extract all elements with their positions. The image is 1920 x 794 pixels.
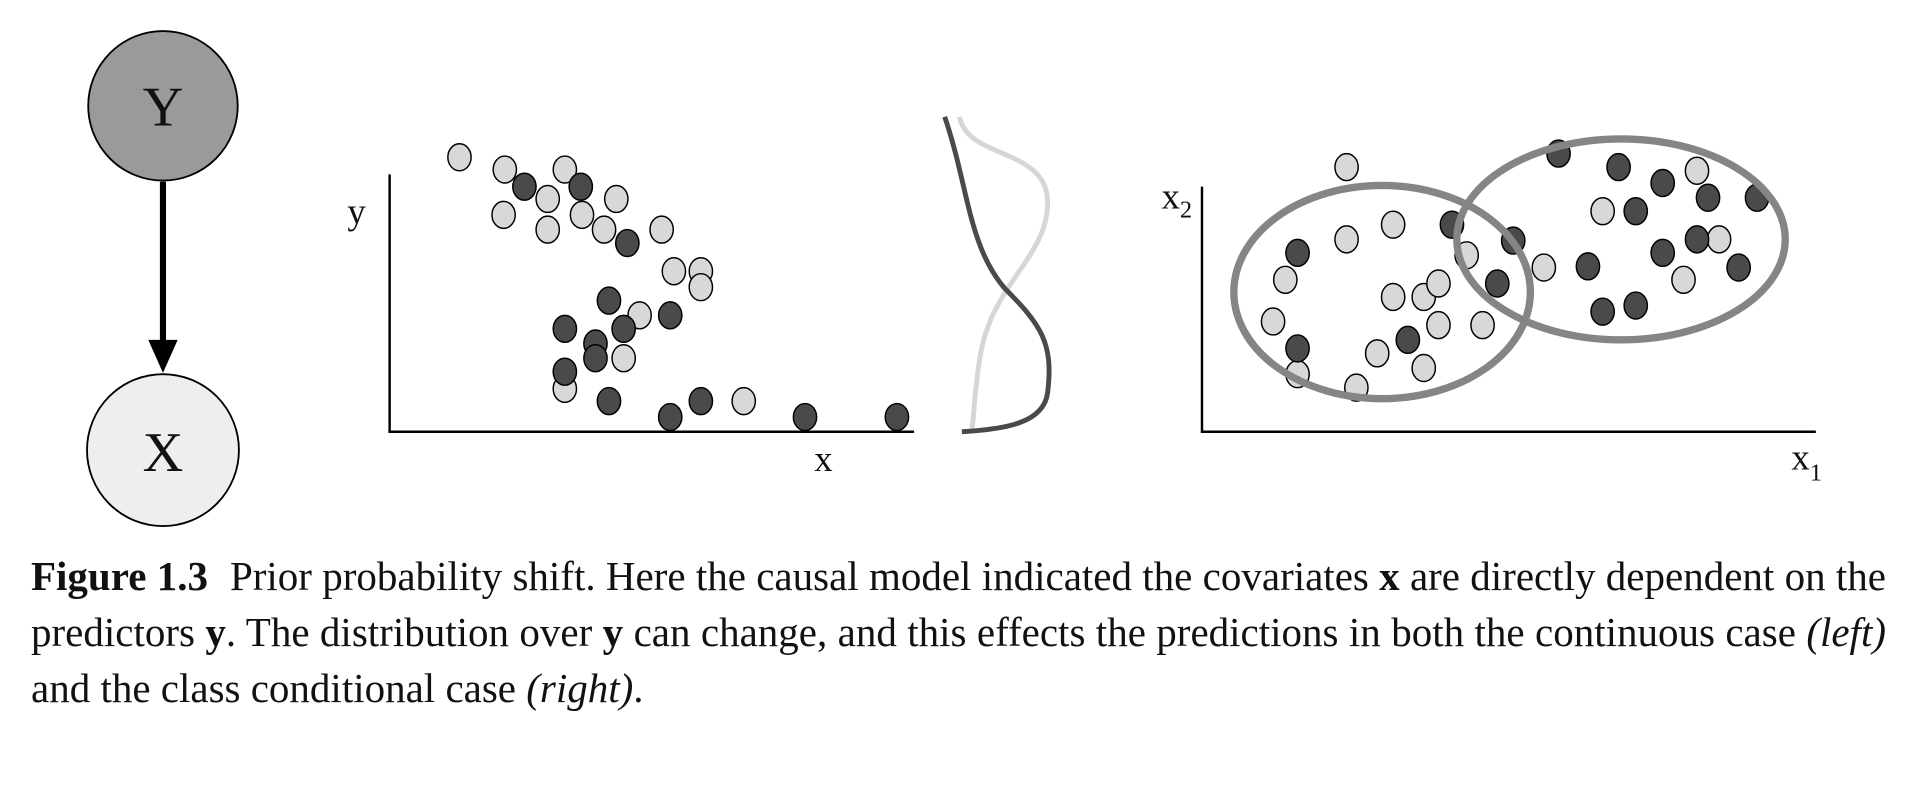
caption-text: . The distribution over xyxy=(225,609,603,655)
light-point xyxy=(1334,152,1359,182)
dark-point xyxy=(1484,269,1510,298)
axis-label-subscript: 1 xyxy=(1810,460,1822,487)
light-point xyxy=(688,272,714,302)
dark-point xyxy=(1695,183,1721,212)
axis-label: x1 xyxy=(1791,437,1822,487)
light-point xyxy=(661,257,687,286)
dark-point xyxy=(512,172,537,201)
dark-point xyxy=(1285,334,1310,363)
node-x xyxy=(86,373,240,528)
dark-point xyxy=(611,314,637,344)
dark-point xyxy=(884,402,910,432)
dark-point xyxy=(552,314,578,344)
light-point xyxy=(535,215,561,244)
caption-text: Prior probability shift. Here the causal… xyxy=(229,553,1380,599)
dark-point xyxy=(1395,325,1421,355)
light-point xyxy=(1426,269,1451,298)
dark-point xyxy=(1575,252,1601,281)
light-point xyxy=(1364,339,1390,368)
light-point xyxy=(1411,353,1437,383)
dark-point xyxy=(583,344,608,373)
node-y xyxy=(87,30,239,182)
caption-text: can change, and this effects the predict… xyxy=(623,609,1807,655)
dark-point xyxy=(688,386,714,416)
density-curve xyxy=(942,116,1052,435)
light-point xyxy=(1684,156,1710,185)
light-point xyxy=(1334,225,1359,254)
light-point xyxy=(591,215,617,244)
light-point xyxy=(603,184,629,214)
caption-text: (right) xyxy=(526,665,634,711)
axes xyxy=(1200,186,1816,433)
caption-text: x xyxy=(1379,553,1400,599)
light-point xyxy=(1671,265,1696,295)
dark-point xyxy=(657,301,683,330)
dark-point xyxy=(1650,168,1676,198)
axes xyxy=(388,174,915,433)
light-point xyxy=(1260,307,1286,336)
axis-label-subscript: 2 xyxy=(1180,196,1192,223)
density-curve xyxy=(956,116,1051,433)
light-point xyxy=(1470,310,1495,340)
dark-point xyxy=(1606,152,1631,182)
light-point xyxy=(649,215,675,244)
light-point xyxy=(1380,210,1406,239)
light-point xyxy=(1272,265,1298,295)
class-ellipse xyxy=(1453,135,1789,344)
caption-text: . xyxy=(633,665,644,711)
node-label: X xyxy=(143,422,184,484)
light-point xyxy=(611,344,637,373)
light-point xyxy=(1590,196,1616,226)
light-point xyxy=(491,200,516,230)
light-point xyxy=(569,200,595,230)
dark-point xyxy=(552,357,578,386)
dark-point xyxy=(1684,225,1710,254)
axis-label: x xyxy=(814,438,832,479)
dark-point xyxy=(657,402,683,432)
caption-text: y xyxy=(602,609,624,655)
light-point xyxy=(1380,282,1406,312)
dark-point xyxy=(1726,253,1752,282)
dark-point xyxy=(1650,238,1676,268)
caption: Figure 1.3 Prior probability shift. Here … xyxy=(31,548,1886,716)
light-point xyxy=(1531,253,1557,282)
node-label: Y xyxy=(143,76,184,138)
dark-point xyxy=(1285,238,1310,268)
caption-text: y xyxy=(205,609,226,655)
light-point xyxy=(535,184,561,214)
axis-label-main: x xyxy=(1162,176,1180,217)
dark-point xyxy=(614,228,640,258)
dark-point xyxy=(1590,297,1616,326)
light-point xyxy=(492,155,518,184)
dark-point xyxy=(792,402,818,432)
dark-point xyxy=(1623,196,1649,226)
light-point xyxy=(447,143,472,172)
axis-label: x2 xyxy=(1162,176,1193,224)
scatter-points xyxy=(447,143,910,432)
scatter-points xyxy=(1260,139,1770,402)
class-ellipse xyxy=(1230,181,1535,403)
dark-point xyxy=(1623,291,1649,320)
figure: Y X y x x2 x1 xyxy=(86,30,1822,528)
axis-label-main: x xyxy=(1791,437,1809,478)
caption-text: are directly dependent on the predictors xyxy=(31,553,1886,655)
light-point xyxy=(1706,225,1732,254)
caption-text: (left) xyxy=(1806,609,1886,655)
axis-label: y xyxy=(347,190,366,231)
arrow-head xyxy=(148,339,178,373)
light-point xyxy=(731,386,757,416)
caption-text: and the class conditional case xyxy=(31,665,527,711)
caption-label: Figure 1.3 xyxy=(31,553,208,599)
dark-point xyxy=(568,172,594,201)
light-point xyxy=(1426,310,1451,340)
light-point xyxy=(552,155,578,184)
dark-point xyxy=(596,386,622,416)
dark-point xyxy=(596,286,622,315)
